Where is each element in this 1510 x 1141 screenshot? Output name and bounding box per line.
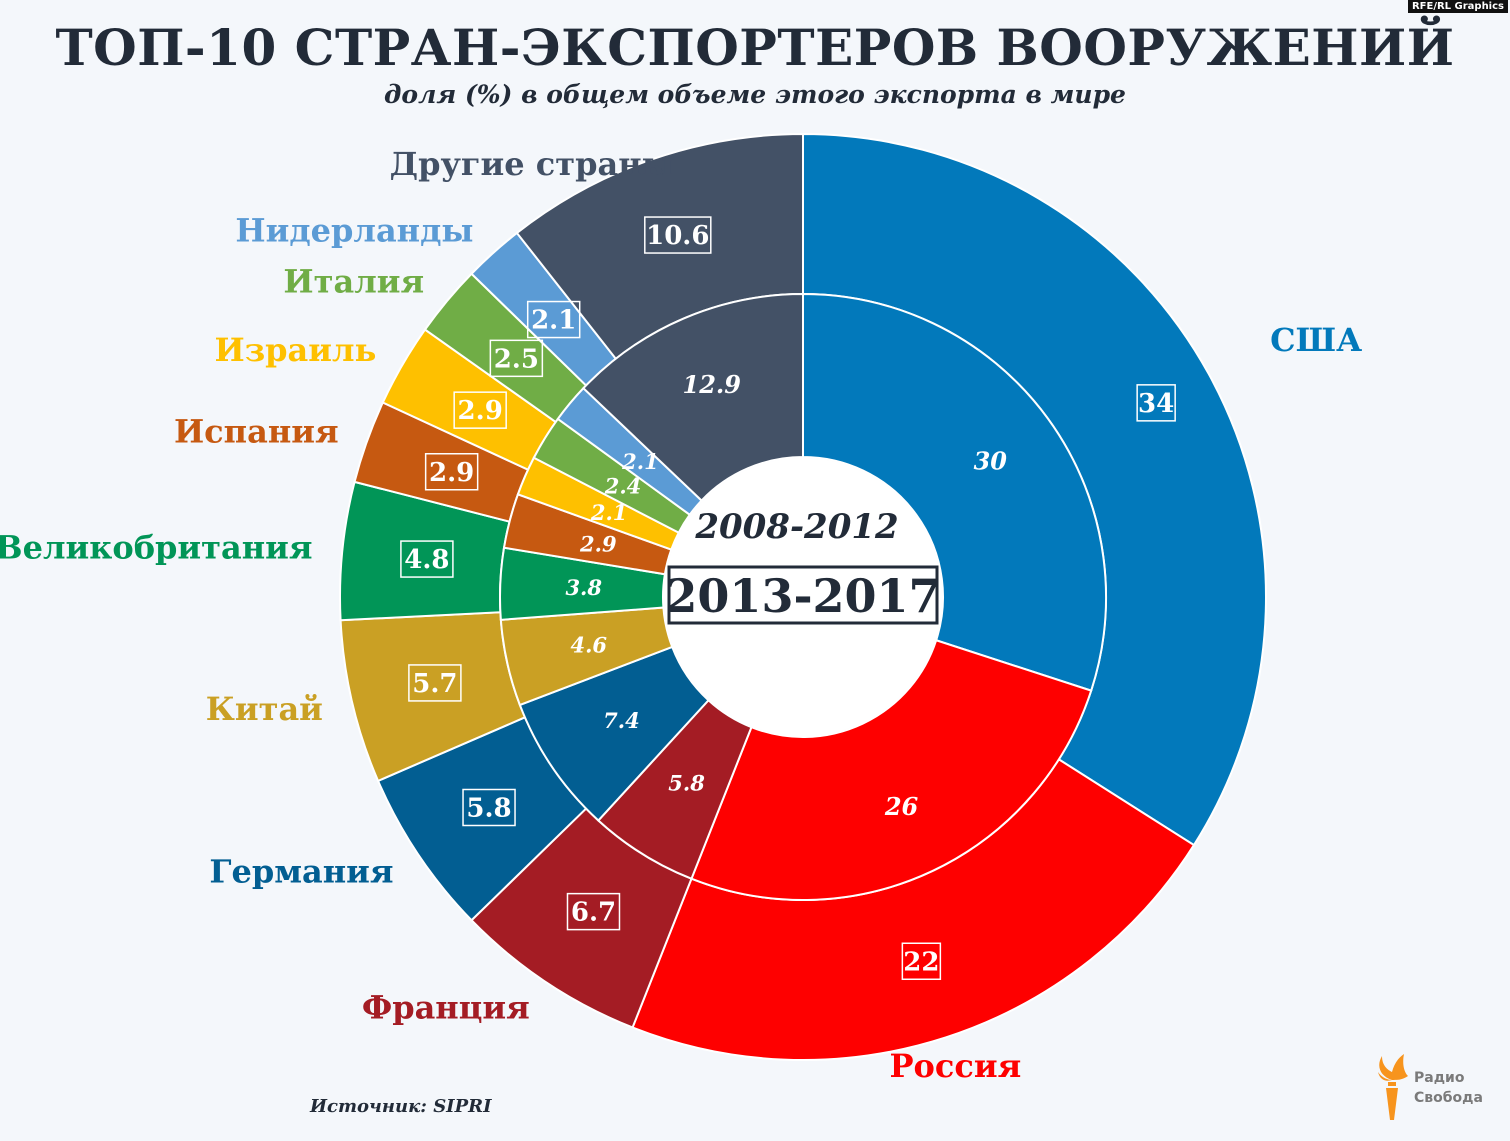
- outer-value-box-франция: [566, 892, 621, 931]
- period-label-2008-2012: 2008-2012: [694, 507, 898, 547]
- logo-text-line1: Радио: [1414, 1070, 1465, 1086]
- outer-value-box-другие-страны: [644, 216, 712, 254]
- country-label-германия: Германия: [209, 853, 393, 891]
- inner-value-израиль: 2.1: [590, 500, 628, 525]
- inner-value-китай: 4.6: [571, 632, 608, 657]
- outer-value-испания: 2.9: [429, 458, 474, 488]
- outer-ring-2013-2017: [339, 132, 1267, 1061]
- outer-value-box-китай: [408, 664, 462, 702]
- country-label-китай: Китай: [206, 690, 323, 728]
- outer-value-италия: 2.5: [494, 344, 539, 374]
- outer-value-германия: 5.8: [466, 793, 511, 823]
- country-label-франция: Франция: [362, 988, 530, 1026]
- outer-value-сша: 34: [1138, 389, 1174, 419]
- inner-value-германия: 7.4: [603, 708, 640, 733]
- outer-value-box-германия: [462, 788, 516, 827]
- outer-value-box-сша: [1136, 384, 1176, 422]
- period-label-2013-2017: 2013-2017: [665, 569, 940, 623]
- outer-value-box-израиль: [453, 391, 507, 429]
- country-label-израиль: Израиль: [215, 331, 377, 369]
- inner-value-италия: 2.4: [604, 473, 642, 498]
- outer-value-китай: 5.7: [412, 669, 457, 699]
- inner-slice-другие-страны: [582, 292, 804, 502]
- outer-value-box-испания: [424, 453, 479, 491]
- logo-text-line2: Свобода: [1414, 1090, 1483, 1106]
- outer-value-box-великобритания: [400, 540, 454, 578]
- country-label-великобритания: Великобритания: [0, 529, 312, 567]
- outer-value-другие-страны: 10.6: [646, 221, 709, 251]
- inner-value-испания: 2.9: [579, 531, 617, 556]
- inner-ring-2008-2012: [499, 292, 1107, 901]
- outer-value-нидерланды: 2.1: [531, 306, 576, 336]
- inner-value-великобритания: 3.8: [565, 575, 602, 600]
- outer-value-израиль: 2.9: [458, 396, 503, 426]
- rferl-graphics-badge: RFE/RL Graphics: [1407, 0, 1508, 13]
- torch-flame-icon: [1378, 1054, 1408, 1120]
- country-label-россия: Россия: [889, 1047, 1021, 1085]
- country-label-сша: США: [1270, 321, 1362, 359]
- inner-value-сша: 30: [974, 446, 1008, 475]
- source-note: Источник: SIPRI: [310, 1096, 492, 1117]
- country-label-италия: Италия: [283, 263, 424, 301]
- inner-slice-россия: [690, 639, 1093, 901]
- outer-value-box-италия: [489, 339, 544, 378]
- inner-value-другие-страны: 12.9: [683, 370, 742, 399]
- outer-value-франция: 6.7: [571, 898, 616, 928]
- outer-value-box-россия: [901, 942, 942, 981]
- outer-value-великобритания: 4.8: [404, 545, 449, 575]
- country-label-испания: Испания: [174, 412, 339, 450]
- logo-text: Радио Свобода: [1414, 1068, 1483, 1108]
- inner-value-нидерланды: 2.1: [621, 449, 659, 474]
- chart-title: ТОП-10 СТРАН-ЭКСПОРТЕРОВ ВООРУЖЕНИЙ: [55, 18, 1455, 77]
- inner-slice-сша: [802, 292, 1107, 692]
- outer-value-россия: 22: [903, 947, 939, 977]
- period-box-2013-2017: [667, 565, 939, 625]
- country-label-нидерланды: Нидерланды: [235, 211, 473, 249]
- outer-value-box-нидерланды: [526, 300, 581, 339]
- inner-value-россия: 26: [884, 792, 919, 821]
- country-label-другие-страны: Другие страны: [390, 145, 674, 183]
- inner-value-франция: 5.8: [668, 771, 705, 796]
- chart-subtitle: доля (%) в общем объеме этого экспорта в…: [384, 80, 1126, 109]
